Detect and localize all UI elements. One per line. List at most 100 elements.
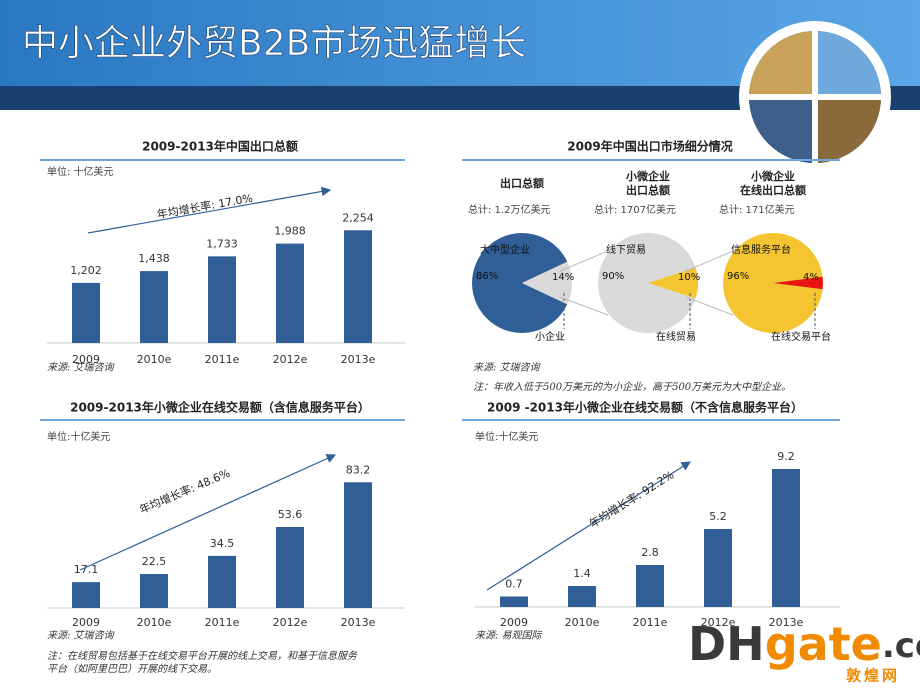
logo: DHgate.com [688, 617, 920, 671]
slice-label: 10% [678, 272, 700, 283]
unit: 单位: 十亿美元 [47, 165, 114, 178]
slice-category: 在线贸易 [656, 330, 696, 343]
x-tick-label: 2010e [137, 616, 172, 629]
chart-title: 2009年中国出口市场细分情况 [567, 139, 732, 154]
pie-slice [773, 276, 823, 290]
x-tick-label: 2011e [633, 616, 668, 629]
slice-label: 96% [727, 271, 749, 282]
pie-slice [723, 233, 823, 333]
pie-slice [522, 261, 572, 305]
value-label: 34.5 [210, 537, 235, 550]
source: 来源: 易观国际 [475, 630, 543, 642]
value-label: 2,254 [342, 211, 374, 224]
bar [140, 574, 168, 608]
bar [500, 596, 528, 607]
x-tick-label: 2009 [72, 616, 100, 629]
pie-header: 小微企业 在线出口总额 [740, 170, 806, 197]
x-tick-label: 2009 [72, 353, 100, 366]
value-label: 83.2 [346, 463, 371, 476]
bar [568, 586, 596, 607]
slice-category: 大中型企业 [480, 243, 530, 256]
chart-title: 2009-2013年中国出口总额 [142, 139, 298, 154]
logo-dh: DH [688, 617, 765, 671]
zoom-line [559, 296, 609, 316]
note: 注：年收入低于500万美元的为小企业，高于500万美元为大中型企业。 [473, 382, 792, 393]
growth-annotation: 年均增长率: 92.2% [587, 467, 677, 530]
pie-header: 小微企业 出口总额 [626, 170, 670, 197]
logo-com: .com [882, 626, 920, 666]
trend-arrow [87, 186, 332, 234]
logo-gate: gate [765, 617, 882, 671]
x-tick-label: 2013e [341, 353, 376, 366]
pie-slice [648, 267, 698, 299]
bar [344, 230, 372, 343]
source: 来源: 艾瑞咨询 [47, 362, 116, 374]
slice-category: 信息服务平台 [731, 243, 791, 256]
growth-annotation: 年均增长率: 48.6% [137, 466, 232, 517]
bar [72, 582, 100, 608]
slice-category: 小企业 [535, 330, 565, 343]
slice-label: 14% [552, 272, 574, 283]
pie-slice [598, 232, 696, 334]
chart-title: 2009-2013年小微企业在线交易额（含信息服务平台） [70, 400, 370, 415]
unit: 单位:十亿美元 [47, 430, 110, 443]
x-tick-label: 2012e [273, 353, 308, 366]
x-tick-label: 2011e [205, 616, 240, 629]
growth-annotation: 年均增长率: 17.0% [156, 191, 254, 222]
logo-cn: 敦煌网 [846, 667, 900, 685]
x-tick-label: 2010e [137, 353, 172, 366]
unit: 单位:十亿美元 [475, 430, 538, 443]
source: 来源: 艾瑞咨询 [47, 630, 116, 642]
x-tick-label: 2012e [701, 616, 736, 629]
value-label: 1,202 [70, 264, 102, 277]
trend-arrow [486, 461, 692, 591]
pie-total: 总计: 1707亿美元 [594, 203, 676, 216]
note: 注：在线贸易包括基于在线交易平台开展的线上交易，和基于信息服务 平台（如阿里巴巴… [47, 651, 357, 675]
value-label: 0.7 [505, 578, 523, 591]
slide-title: 中小企业外贸B2B市场迅猛增长 [22, 23, 526, 64]
value-label: 1,733 [206, 237, 238, 250]
bar [72, 282, 100, 343]
value-label: 53.6 [278, 508, 303, 521]
source: 来源: 艾瑞咨询 [473, 362, 542, 374]
bar [772, 469, 800, 607]
x-tick-label: 2012e [273, 616, 308, 629]
x-tick-label: 2011e [205, 353, 240, 366]
pie-slice [472, 232, 568, 333]
value-label: 2.8 [641, 546, 659, 559]
bar [276, 527, 304, 608]
slice-label: 4% [803, 272, 819, 283]
slice-category: 线下贸易 [606, 243, 646, 256]
zoom-line [685, 250, 734, 272]
x-tick-label: 2013e [769, 616, 804, 629]
value-label: 5.2 [709, 510, 727, 523]
bar [208, 256, 236, 343]
pie-header: 出口总额 [500, 177, 544, 190]
pie-total: 总计: 171亿美元 [719, 203, 795, 216]
x-tick-label: 2009 [500, 616, 528, 629]
bar [140, 271, 168, 343]
header-image [739, 21, 891, 173]
zoom-line [559, 250, 609, 272]
slice-category: 在线交易平台 [771, 330, 831, 343]
trend-arrow [79, 454, 337, 571]
value-label: 1,988 [274, 225, 306, 238]
slice-label: 90% [602, 271, 624, 282]
value-label: 22.5 [142, 555, 167, 568]
zoom-line [685, 296, 734, 316]
value-label: 17.1 [74, 563, 99, 576]
value-label: 9.2 [777, 450, 795, 463]
value-label: 1.4 [573, 567, 591, 580]
pie-total: 总计: 1.2万亿美元 [468, 203, 550, 216]
slice-label: 86% [476, 271, 498, 282]
bar [208, 555, 236, 608]
x-tick-label: 2010e [565, 616, 600, 629]
bar [636, 565, 664, 607]
bar [344, 482, 372, 608]
chart-title: 2009 -2013年小微企业在线交易额（不含信息服务平台） [487, 400, 803, 415]
bar [276, 243, 304, 343]
bar [704, 529, 732, 607]
value-label: 1,438 [138, 252, 170, 265]
